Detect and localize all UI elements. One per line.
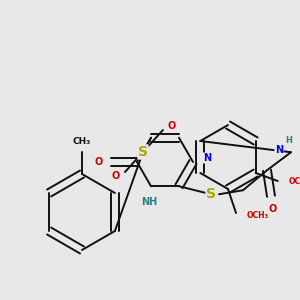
Text: CH₃: CH₃ [73,137,91,146]
Text: H: H [286,136,292,145]
Text: O: O [269,204,277,214]
Text: N: N [203,153,211,163]
Text: O: O [112,171,120,181]
Text: N: N [275,145,283,155]
Text: OCH₃: OCH₃ [247,211,269,220]
Text: S: S [138,145,148,159]
Text: O: O [95,157,103,167]
Text: S: S [206,187,216,201]
Text: NH: NH [141,197,157,207]
Text: O: O [168,121,176,131]
Text: OCH₃: OCH₃ [289,176,300,185]
